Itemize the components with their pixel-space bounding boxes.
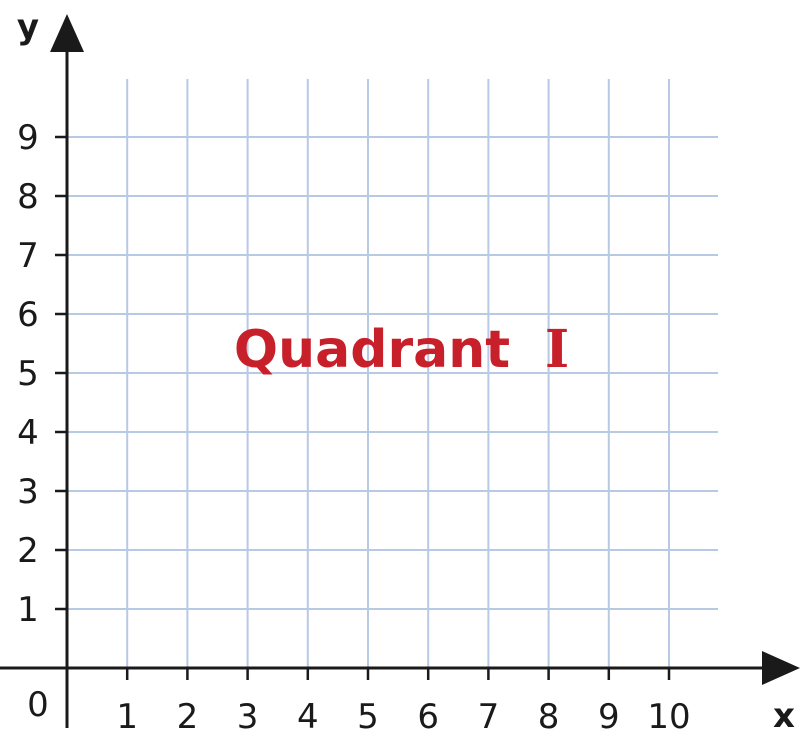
quadrant-word: Quadrant xyxy=(234,320,510,380)
y-tick-label: 1 xyxy=(17,590,39,630)
y-axis-label: y xyxy=(17,7,39,47)
x-tick-label: 9 xyxy=(598,697,620,737)
x-tick-label: 6 xyxy=(417,697,439,737)
y-tick-label: 7 xyxy=(17,236,39,276)
y-tick-label: 9 xyxy=(17,118,39,158)
axes xyxy=(0,14,800,728)
x-tick-label: 8 xyxy=(538,697,560,737)
origin-label: 0 xyxy=(27,685,49,725)
x-tick-label: 2 xyxy=(177,697,199,737)
y-tick-label: 4 xyxy=(17,413,39,453)
quadrant-numeral: I xyxy=(545,319,569,380)
x-tick-label: 4 xyxy=(297,697,319,737)
x-tick-label: 1 xyxy=(116,697,138,737)
x-tick-label: 10 xyxy=(647,697,690,737)
y-tick-label: 2 xyxy=(17,531,39,571)
grid-lines xyxy=(67,79,718,668)
y-tick-label: 6 xyxy=(17,295,39,335)
x-tick-label: 7 xyxy=(478,697,500,737)
x-tick-label: 3 xyxy=(237,697,259,737)
x-tick-label: 5 xyxy=(357,697,379,737)
y-axis-arrow-icon xyxy=(50,14,84,52)
y-tick-label: 3 xyxy=(17,472,39,512)
y-tick-label: 8 xyxy=(17,177,39,217)
x-axis-label: x xyxy=(773,696,795,736)
y-tick-label: 5 xyxy=(17,354,39,394)
x-axis-arrow-icon xyxy=(762,651,800,685)
